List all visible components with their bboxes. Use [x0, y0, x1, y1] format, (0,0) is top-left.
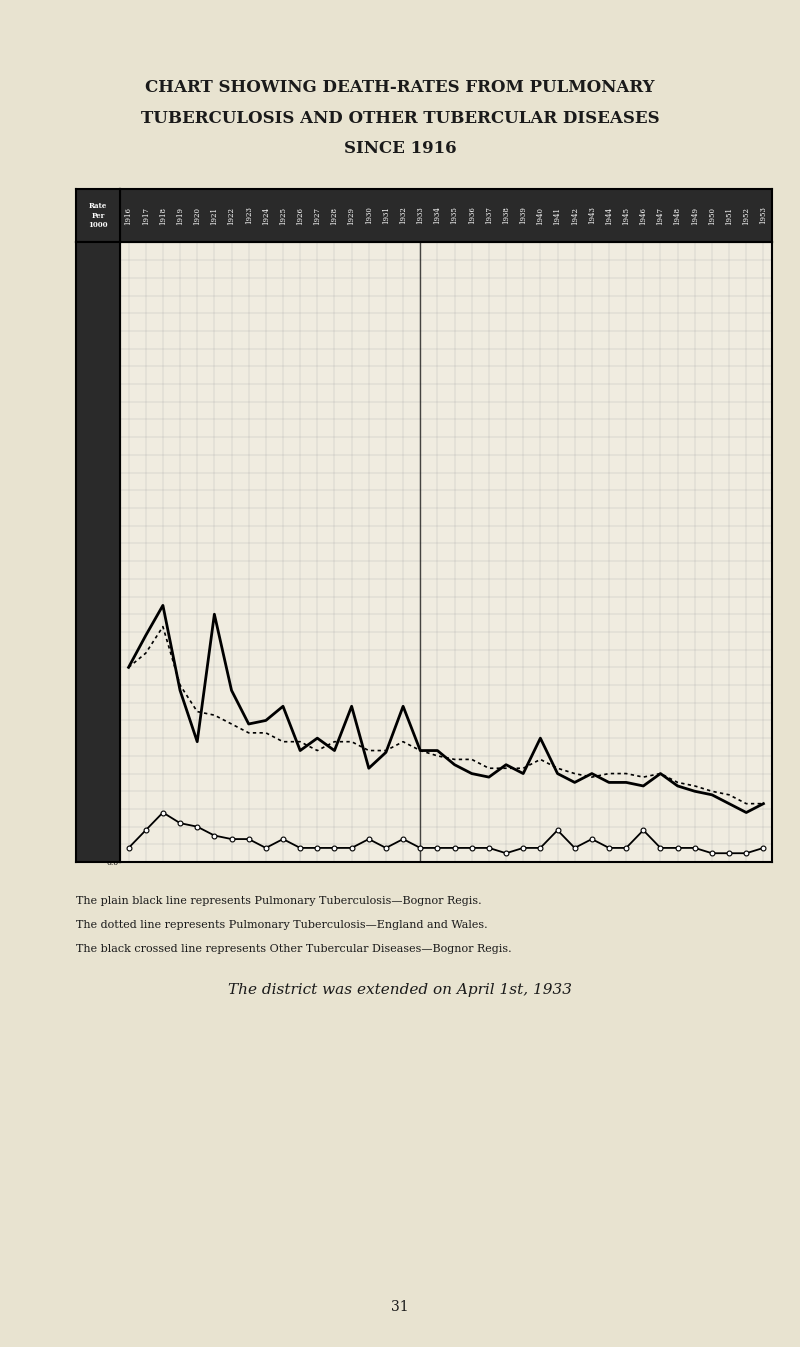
Text: 1929: 1929	[348, 206, 356, 225]
Text: 1951: 1951	[725, 206, 733, 225]
Text: 1952: 1952	[742, 206, 750, 225]
Text: 1944: 1944	[605, 206, 613, 225]
Text: The plain black line represents Pulmonary Tuberculosis—Bognor Regis.: The plain black line represents Pulmonar…	[76, 896, 482, 905]
Text: 1950: 1950	[708, 206, 716, 225]
Text: TUBERCULOSIS AND OTHER TUBERCULAR DISEASES: TUBERCULOSIS AND OTHER TUBERCULAR DISEAS…	[141, 110, 659, 127]
Text: 1934: 1934	[434, 206, 442, 225]
Text: 1920: 1920	[194, 206, 202, 225]
Text: CHART SHOWING DEATH-RATES FROM PULMONARY: CHART SHOWING DEATH-RATES FROM PULMONARY	[146, 79, 654, 96]
Text: 1953: 1953	[759, 206, 767, 225]
Text: SINCE 1916: SINCE 1916	[344, 140, 456, 156]
Text: 1938: 1938	[502, 206, 510, 225]
Text: 1922: 1922	[227, 206, 235, 225]
Text: 1928: 1928	[330, 206, 338, 225]
Text: The district was extended on April 1st, 1933: The district was extended on April 1st, …	[228, 983, 572, 997]
Text: The black crossed line represents Other Tubercular Diseases—Bognor Regis.: The black crossed line represents Other …	[76, 944, 512, 954]
Text: 1916: 1916	[125, 206, 133, 225]
Text: 1927: 1927	[314, 206, 322, 225]
Text: 1935: 1935	[450, 206, 458, 225]
Text: 1919: 1919	[176, 206, 184, 225]
Text: 1948: 1948	[674, 206, 682, 225]
Text: 1940: 1940	[536, 206, 544, 225]
Text: 1941: 1941	[554, 206, 562, 225]
Text: 1943: 1943	[588, 206, 596, 225]
Text: 1945: 1945	[622, 206, 630, 225]
Text: 31: 31	[391, 1300, 409, 1313]
Text: 1933: 1933	[416, 206, 424, 225]
Text: 1947: 1947	[657, 206, 665, 225]
Text: 1921: 1921	[210, 206, 218, 225]
Text: Rate
Per
1000: Rate Per 1000	[88, 202, 108, 229]
Text: 1925: 1925	[279, 206, 287, 225]
Text: 1917: 1917	[142, 206, 150, 225]
Text: 1939: 1939	[519, 206, 527, 225]
Text: 1946: 1946	[639, 206, 647, 225]
Text: 1942: 1942	[570, 206, 578, 225]
Text: 1930: 1930	[365, 206, 373, 225]
Text: 1949: 1949	[690, 206, 698, 225]
Text: 1937: 1937	[485, 206, 493, 225]
Text: 1936: 1936	[468, 206, 476, 225]
Text: 1926: 1926	[296, 206, 304, 225]
Text: 1931: 1931	[382, 206, 390, 225]
Text: 1924: 1924	[262, 206, 270, 225]
Text: 1923: 1923	[245, 206, 253, 225]
Text: The dotted line represents Pulmonary Tuberculosis—England and Wales.: The dotted line represents Pulmonary Tub…	[76, 920, 488, 929]
Text: 1932: 1932	[399, 206, 407, 225]
Text: 1918: 1918	[159, 206, 167, 225]
